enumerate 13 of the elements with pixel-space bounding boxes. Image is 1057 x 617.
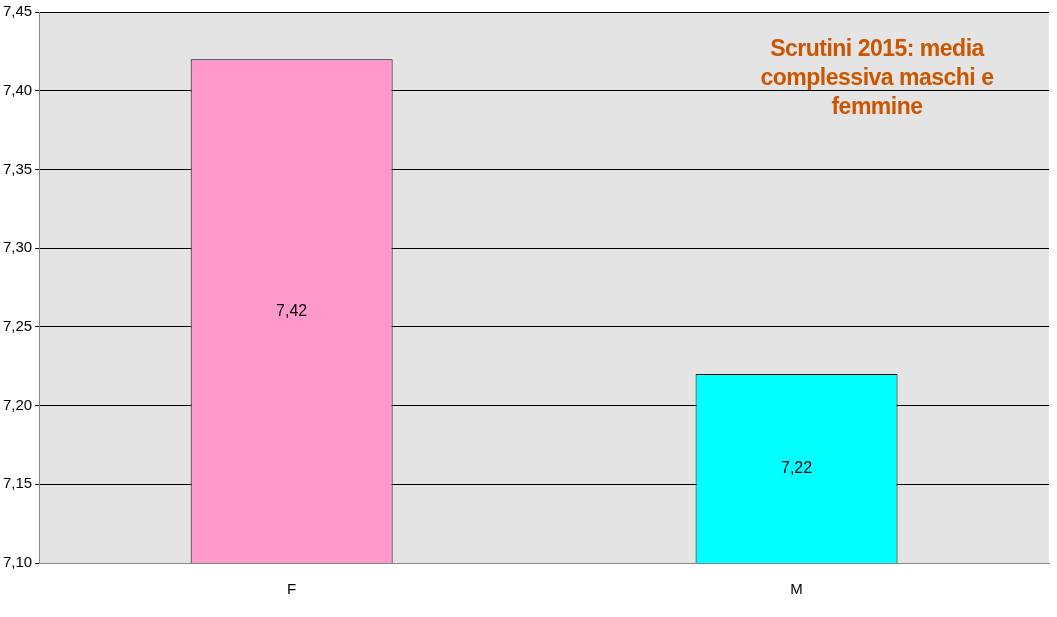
x-tick-label: F [287, 580, 297, 598]
x-tick-label: M [790, 580, 803, 598]
data-label: 7,22 [780, 458, 813, 476]
y-tick-label: 7,10 [2, 553, 33, 571]
y-tick-label: 7,30 [2, 238, 33, 256]
text: Scrutini 2015: media complessiva maschi e femmine [759, 34, 995, 121]
y-tick-label: 7,45 [2, 2, 33, 20]
y-tick-label: 7,25 [2, 317, 33, 334]
y-tick-label: 7,40 [2, 80, 33, 98]
y-tick-label: 7,20 [2, 395, 33, 413]
y-tick-label: 7,15 [2, 474, 33, 492]
data-label: 7,42 [276, 301, 308, 319]
y-tick-label: 7,35 [2, 159, 33, 177]
